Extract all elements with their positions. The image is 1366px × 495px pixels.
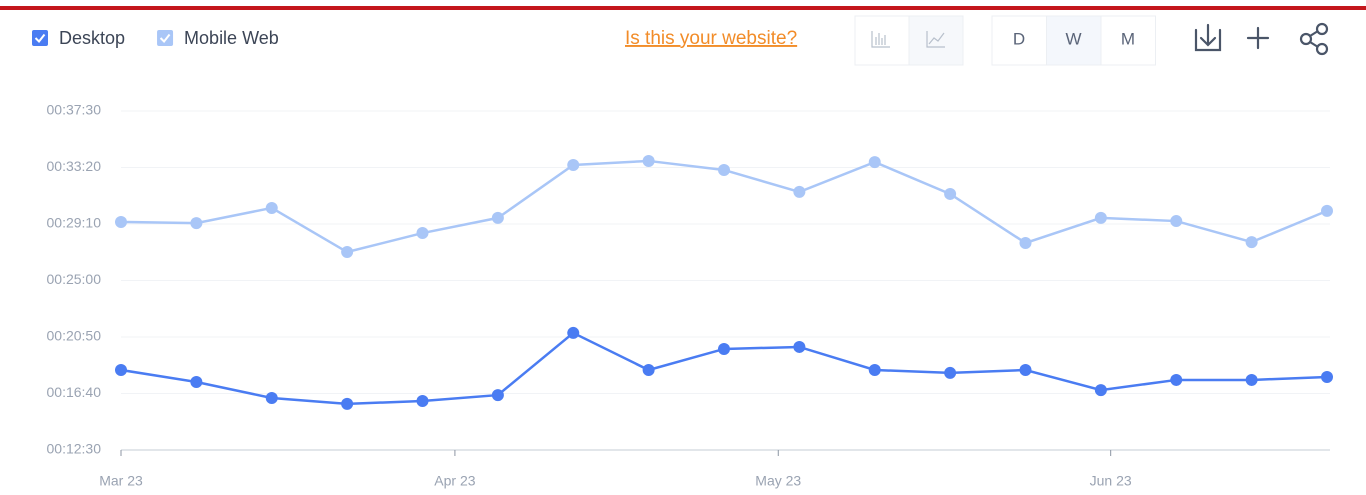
data-point xyxy=(1019,363,1032,376)
legend-label: Desktop xyxy=(59,28,125,48)
add-icon[interactable] xyxy=(1246,26,1270,50)
line-chart-button[interactable] xyxy=(908,15,964,66)
data-point xyxy=(793,340,806,353)
x-tick-label: Jun 23 xyxy=(1090,473,1132,489)
data-point xyxy=(416,394,429,407)
data-point xyxy=(567,159,580,172)
data-point xyxy=(642,154,655,167)
data-point xyxy=(1321,371,1333,384)
data-point xyxy=(567,326,580,339)
data-point xyxy=(491,211,504,224)
data-point xyxy=(115,215,127,228)
y-tick-label: 00:20:50 xyxy=(47,328,102,344)
period-label: W xyxy=(1065,29,1081,48)
line-icon xyxy=(926,31,945,48)
legend-check xyxy=(34,33,46,44)
y-tick-label: 00:12:30 xyxy=(47,441,102,457)
period-button[interactable] xyxy=(1100,15,1156,66)
y-tick-label: 00:33:20 xyxy=(47,158,102,174)
download-icon[interactable] xyxy=(1194,23,1222,52)
plot-area: 00:12:30 00:16:40 00:20:50 00:25:00 00:29:10… xyxy=(47,102,1333,489)
data-point xyxy=(265,392,278,405)
period-label: M xyxy=(1121,29,1135,48)
data-point xyxy=(718,163,730,176)
data-point xyxy=(642,363,655,376)
legend-item[interactable]: Mobile Web xyxy=(157,28,279,48)
data-point xyxy=(1245,236,1258,249)
data-point xyxy=(1245,373,1258,386)
data-point xyxy=(944,366,957,379)
x-tick-label: Apr 23 xyxy=(434,473,475,489)
y-tick-label: 00:37:30 xyxy=(47,102,102,118)
legend-check xyxy=(159,33,171,44)
data-point xyxy=(491,389,504,402)
period-button[interactable] xyxy=(1046,15,1102,66)
data-point xyxy=(1321,204,1333,217)
data-point xyxy=(868,156,881,169)
y-tick-label: 00:29:10 xyxy=(47,215,102,231)
data-point xyxy=(341,397,354,410)
data-point xyxy=(265,201,278,214)
data-point xyxy=(416,227,429,240)
data-point xyxy=(341,246,354,259)
legend-checkbox[interactable] xyxy=(32,30,48,46)
data-point xyxy=(1019,236,1032,249)
data-point xyxy=(190,217,203,230)
y-tick-label: 00:25:00 xyxy=(47,271,102,287)
data-point xyxy=(718,342,730,355)
legend-checkbox[interactable] xyxy=(157,30,174,46)
data-point xyxy=(868,363,881,376)
y-tick-label: 00:16:40 xyxy=(47,384,102,400)
data-point xyxy=(793,185,806,198)
data-point xyxy=(115,363,127,376)
data-point xyxy=(1094,384,1107,397)
website-link[interactable]: Is this your website? xyxy=(625,28,797,49)
legend: Desktop Mobile Web xyxy=(32,28,279,48)
legend-label: Mobile Web xyxy=(184,28,279,48)
data-point xyxy=(1170,215,1183,228)
x-tick-label: May 23 xyxy=(755,473,801,489)
legend-item[interactable]: Desktop xyxy=(32,28,125,48)
data-point xyxy=(1170,373,1183,386)
top-bar xyxy=(0,6,1366,10)
period-label: D xyxy=(1013,29,1025,48)
x-tick-label: Mar 23 xyxy=(99,473,143,489)
data-point xyxy=(190,375,203,388)
bar-icon xyxy=(871,31,890,48)
data-point xyxy=(1094,211,1107,224)
data-point xyxy=(944,187,957,200)
share-icon[interactable] xyxy=(1299,22,1329,56)
